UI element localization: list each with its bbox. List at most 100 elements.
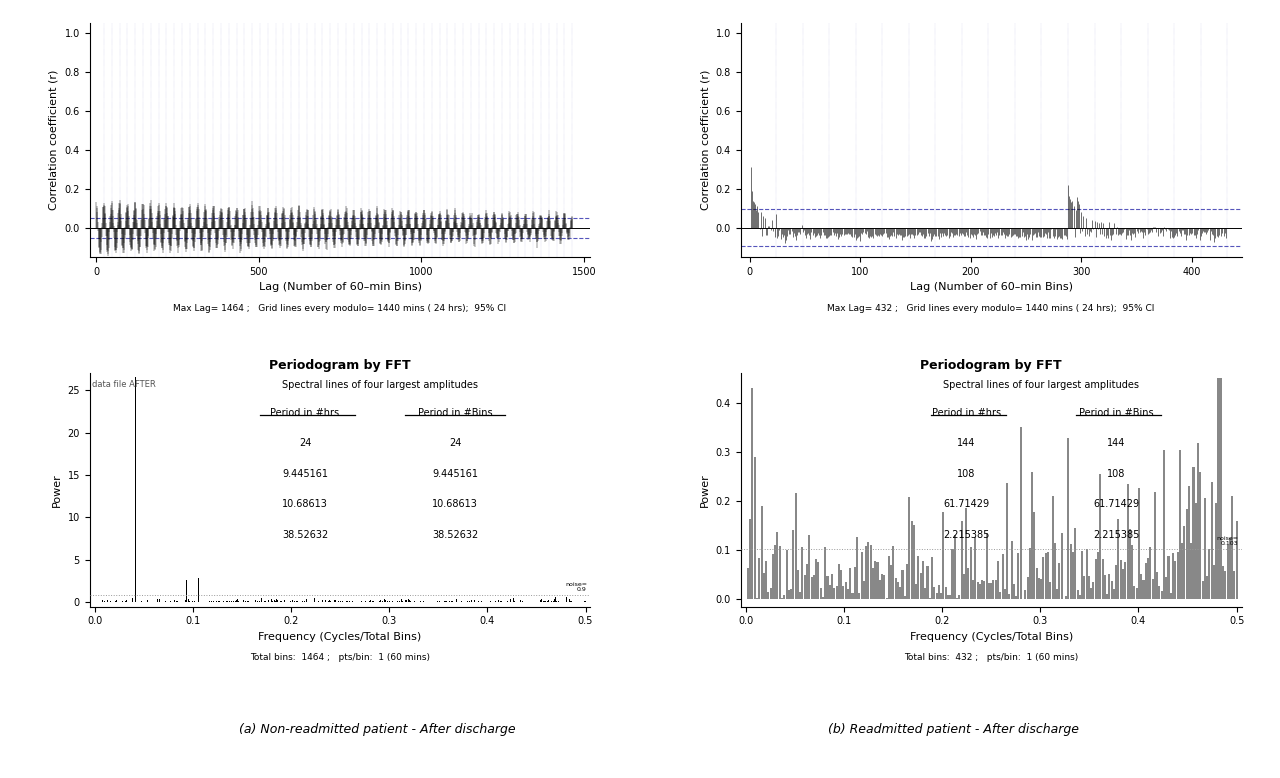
Bar	[915, 584, 918, 599]
Bar	[1112, 589, 1115, 599]
Bar	[774, 545, 776, 599]
Text: 144: 144	[957, 439, 975, 448]
Bar	[795, 493, 796, 599]
Bar	[1015, 596, 1018, 599]
Text: 61.71429: 61.71429	[943, 499, 989, 510]
Bar	[933, 587, 936, 599]
Bar	[877, 562, 878, 599]
X-axis label: Frequency (Cycles/Total Bins): Frequency (Cycles/Total Bins)	[910, 632, 1073, 642]
Bar	[972, 580, 974, 599]
Bar	[860, 552, 863, 599]
Text: (a) Non-readmitted patient - After discharge: (a) Non-readmitted patient - After disch…	[239, 723, 516, 736]
Bar	[756, 598, 758, 599]
Bar	[1094, 559, 1097, 599]
Bar	[1115, 565, 1117, 599]
Bar	[765, 561, 767, 599]
Bar	[1156, 573, 1158, 599]
Bar	[754, 457, 755, 599]
Bar	[856, 538, 858, 599]
Bar	[895, 577, 897, 599]
Bar	[1185, 509, 1188, 599]
Bar	[868, 541, 869, 599]
Text: 108: 108	[957, 469, 975, 478]
Bar	[959, 594, 960, 599]
Bar	[1059, 563, 1060, 599]
Text: 24: 24	[298, 439, 311, 448]
Bar	[751, 387, 754, 599]
Bar	[1234, 571, 1235, 599]
Bar	[960, 520, 963, 599]
Bar	[1170, 594, 1171, 599]
Bar	[979, 584, 980, 599]
Bar	[1068, 438, 1070, 599]
Bar	[872, 567, 874, 599]
Bar	[1213, 565, 1215, 599]
Bar	[901, 570, 904, 599]
Bar	[763, 573, 765, 599]
Bar	[879, 580, 881, 599]
Bar	[1076, 590, 1079, 599]
Bar	[947, 595, 948, 599]
Bar	[1152, 579, 1153, 599]
Bar	[938, 585, 940, 599]
Bar	[863, 580, 865, 599]
Bar	[1133, 586, 1135, 599]
Bar	[819, 588, 822, 599]
Bar	[997, 561, 998, 599]
Text: 38.52632: 38.52632	[282, 530, 328, 540]
Bar	[1079, 595, 1080, 599]
Bar	[842, 586, 845, 599]
Text: 2.215385: 2.215385	[1093, 530, 1139, 540]
Bar	[797, 570, 799, 599]
Bar	[1020, 427, 1021, 599]
Bar	[1011, 541, 1012, 599]
Bar	[888, 555, 890, 599]
Bar	[970, 547, 972, 599]
Bar	[1061, 533, 1062, 599]
Bar	[836, 586, 837, 599]
Bar	[1149, 548, 1151, 599]
Bar	[865, 546, 867, 599]
Bar	[874, 561, 877, 599]
Bar	[847, 589, 849, 599]
Bar	[883, 575, 886, 599]
Bar	[1132, 545, 1133, 599]
Bar	[918, 556, 919, 599]
Bar	[1053, 543, 1056, 599]
X-axis label: Lag (Number of 60–min Bins): Lag (Number of 60–min Bins)	[259, 282, 421, 293]
Bar	[954, 534, 956, 599]
Bar	[1032, 472, 1033, 599]
Bar	[1052, 496, 1053, 599]
Bar	[924, 588, 927, 599]
Bar	[1226, 545, 1229, 599]
Bar	[1124, 562, 1126, 599]
Text: 9.445161: 9.445161	[433, 469, 479, 478]
Bar	[818, 562, 819, 599]
Bar	[913, 524, 915, 599]
Bar	[1193, 467, 1194, 599]
Y-axis label: Power: Power	[700, 473, 710, 506]
Text: noise=
0.9: noise= 0.9	[564, 582, 588, 592]
Bar	[799, 592, 801, 599]
Text: Period in #Bins: Period in #Bins	[419, 408, 493, 418]
Bar	[1140, 573, 1142, 599]
Bar	[801, 547, 804, 599]
Bar	[910, 520, 913, 599]
Text: Spectral lines of four largest amplitudes: Spectral lines of four largest amplitude…	[282, 380, 479, 390]
Bar	[974, 538, 977, 599]
Bar	[1047, 552, 1050, 599]
Bar	[1036, 568, 1038, 599]
Text: Max Lag= 1464 ;   Grid lines every modulo= 1440 mins ( 24 hrs);  95% CI: Max Lag= 1464 ; Grid lines every modulo=…	[174, 303, 507, 313]
Bar	[748, 568, 749, 599]
Bar	[869, 545, 872, 599]
Bar	[1006, 483, 1009, 599]
Text: Total bins:  432 ;   pts/bin:  1 (60 mins): Total bins: 432 ; pts/bin: 1 (60 mins)	[904, 654, 1078, 662]
Bar	[838, 564, 840, 599]
Bar	[1000, 592, 1001, 599]
Bar	[749, 519, 751, 599]
Bar	[1097, 552, 1100, 599]
Text: 9.445161: 9.445161	[282, 469, 328, 478]
Bar	[980, 580, 983, 599]
Text: 10.68613: 10.68613	[282, 499, 328, 510]
Bar	[1070, 544, 1071, 599]
